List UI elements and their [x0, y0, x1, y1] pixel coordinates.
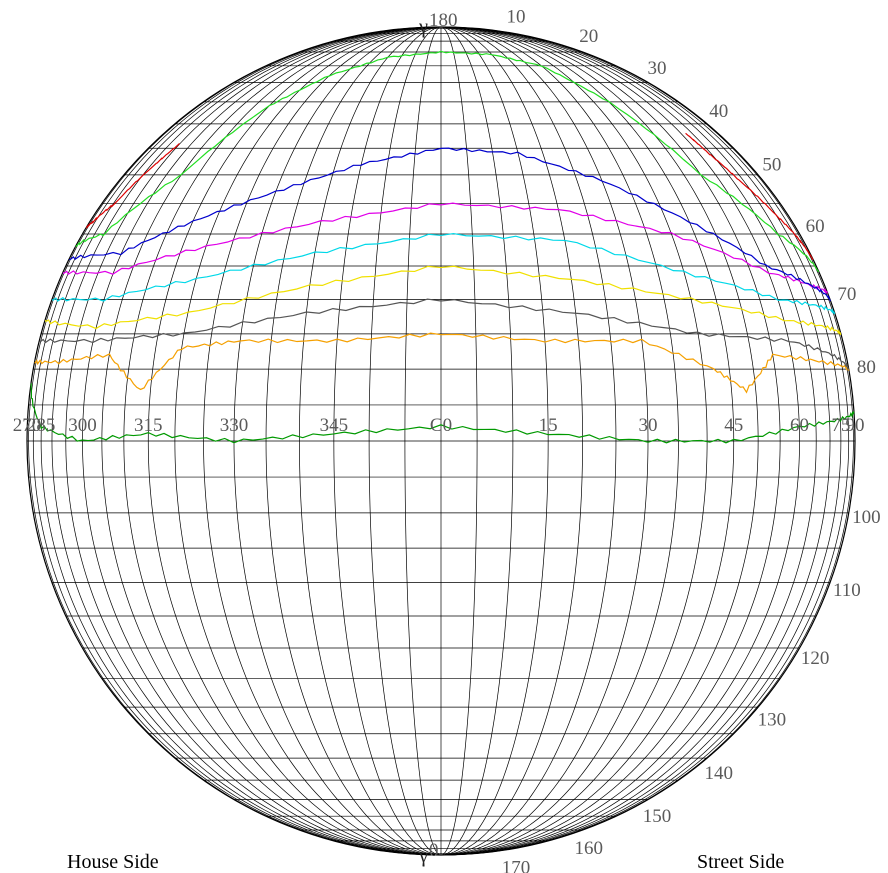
gamma-angle-label: 30	[648, 58, 667, 79]
contour-line	[75, 50, 820, 273]
c-plane-line	[440, 26, 817, 856]
gamma-angle-label: 150	[643, 806, 672, 827]
street-side-label: Street Side	[697, 851, 784, 873]
pole-bottom-label: 0	[429, 840, 439, 861]
c-angle-label: 45	[724, 415, 743, 436]
c-plane-line	[440, 26, 854, 856]
c-plane-line	[440, 26, 831, 856]
gamma-angle-label: 110	[833, 580, 861, 601]
gamma-angle-label: 140	[704, 763, 733, 784]
c-plane-line	[440, 26, 842, 856]
c-angle-label: 90	[846, 415, 865, 436]
c-angle-label: 330	[220, 415, 249, 436]
c-plane-line	[265, 26, 442, 856]
c-plane-line	[101, 26, 442, 856]
contour-line	[69, 147, 831, 302]
c-plane-line	[299, 26, 442, 856]
c-plane-line	[40, 26, 442, 856]
gamma-angle-label: 160	[575, 838, 604, 859]
gamma-angle-label: 120	[801, 648, 830, 669]
contour-curves	[30, 50, 855, 444]
c-plane-line	[440, 26, 781, 856]
c-plane-line	[440, 26, 679, 856]
contour-line	[44, 265, 842, 336]
gamma-angle-label: 20	[579, 26, 598, 47]
gamma-angle-label: 70	[837, 284, 856, 305]
c-plane-line	[32, 26, 442, 856]
c-plane-line	[440, 26, 583, 856]
c-plane-line	[333, 26, 442, 856]
c-angle-label: C0	[430, 415, 452, 436]
c-plane-line	[440, 26, 514, 856]
c-plane-line	[440, 26, 850, 856]
pole-bottom-marker: γ	[418, 845, 428, 867]
c-plane-line	[368, 26, 442, 856]
web-grid	[26, 26, 856, 856]
c-plane-line	[440, 26, 478, 856]
c-plane-line	[440, 26, 735, 856]
c-plane-line	[82, 26, 442, 856]
contour-line	[62, 202, 828, 294]
house-side-label: House Side	[67, 851, 159, 873]
gamma-angle-label: 170	[502, 857, 531, 873]
pole-top-label: 180	[429, 10, 458, 31]
contour-line	[39, 298, 849, 370]
c-plane-line	[28, 26, 442, 856]
c-plane-line	[65, 26, 442, 856]
c-angle-label: 15	[539, 415, 558, 436]
c-plane-line	[440, 26, 549, 856]
c-plane-line	[174, 26, 442, 856]
c-plane-line	[233, 26, 442, 856]
contour-line	[30, 383, 855, 444]
pole-top-marker: γ	[418, 16, 428, 38]
c-angle-label: 75	[831, 415, 850, 436]
c-plane-line	[440, 26, 759, 856]
c-plane-line	[203, 26, 442, 856]
gamma-angle-label: 80	[857, 357, 876, 378]
gamma-angle-label: 10	[507, 7, 526, 28]
gamma-angle-label: 130	[758, 710, 787, 731]
gamma-angle-label: 40	[709, 101, 728, 122]
c-plane-line	[123, 26, 442, 856]
c-angle-label: 30	[639, 415, 658, 436]
c-angle-label: 300	[68, 415, 97, 436]
contour-line	[685, 132, 814, 260]
c-plane-line	[440, 26, 617, 856]
c-plane-line	[404, 26, 442, 856]
c-angle-label: 315	[134, 415, 163, 436]
contour-line	[85, 143, 180, 229]
c-angle-label: 345	[320, 415, 349, 436]
gamma-angle-label: 60	[806, 216, 825, 237]
c-angle-label: 285	[27, 415, 56, 436]
contour-line	[51, 232, 836, 315]
contour-line	[34, 332, 850, 394]
c-angle-label: 270	[13, 415, 42, 436]
c-plane-line	[440, 26, 800, 856]
c-plane-line	[51, 26, 442, 856]
c-plane-line	[147, 26, 442, 856]
gamma-angle-label: 100	[852, 507, 881, 528]
c-plane-line	[440, 26, 649, 856]
gamma-angle-label: 50	[762, 154, 781, 175]
c-angle-label: 60	[790, 415, 809, 436]
